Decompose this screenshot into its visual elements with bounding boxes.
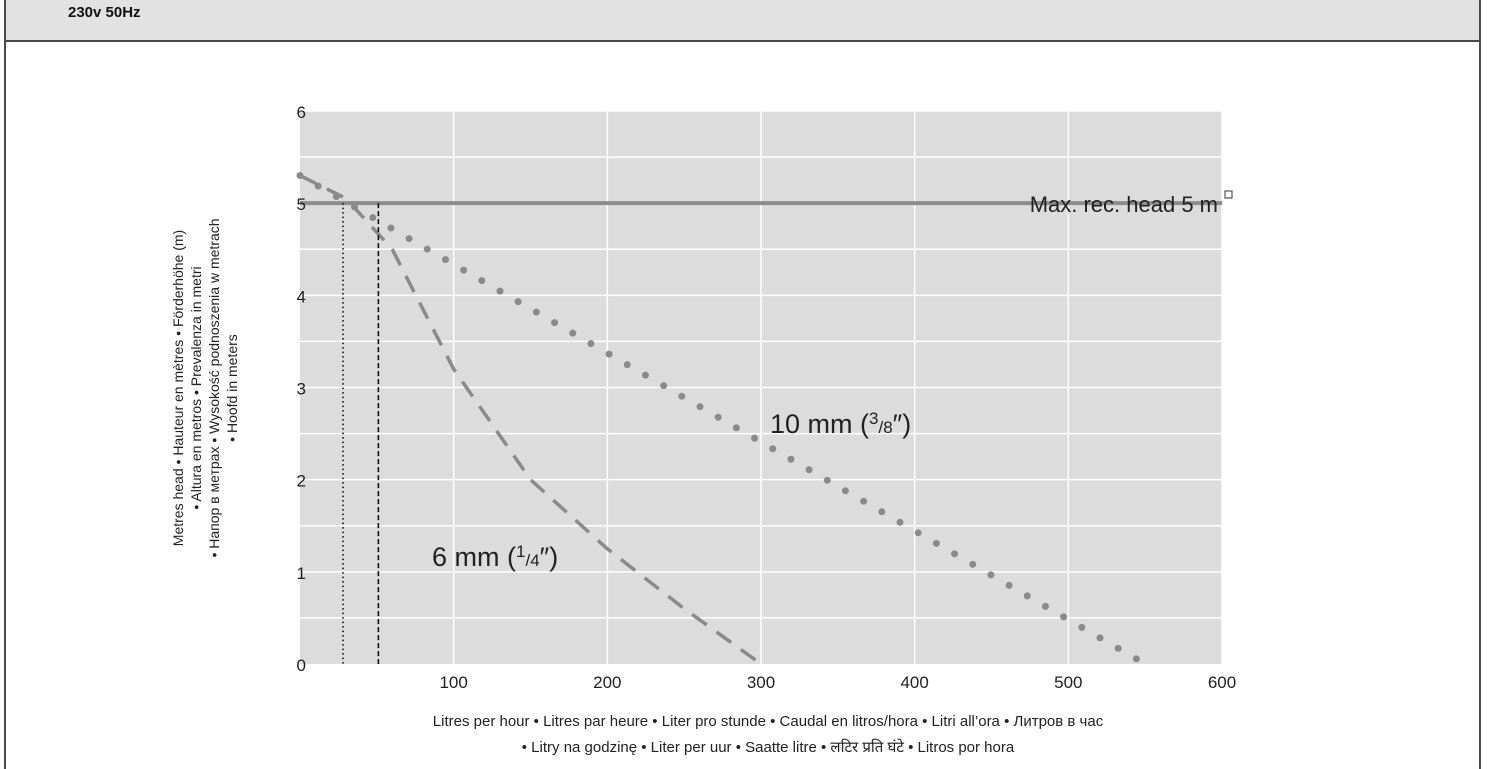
y-tick-labels: 0 1 2 3 4 5 6: [297, 103, 306, 675]
reference-end-marker: [1224, 190, 1233, 199]
frame-left-border: [4, 0, 6, 769]
x-tick-label: 500: [1054, 673, 1082, 692]
series-label: 6 mm (1/4″): [432, 542, 558, 572]
x-tick-label: 600: [1208, 673, 1236, 692]
x-tick-labels: 100 200 300 400 500 600: [439, 673, 1236, 692]
y-tick-label: 5: [297, 195, 306, 214]
y-axis-label-line-1: Metres head • Hauteur en mètres • Förder…: [170, 230, 186, 546]
y-axis-label-line-4: • Hoofd in meters: [224, 334, 240, 442]
x-axis-label-line-1: Litres per hour • Litres par heure • Lit…: [433, 713, 1104, 730]
marker-lines: [342, 203, 380, 664]
spec-label: 230v 50Hz: [68, 4, 141, 21]
y-tick-label: 1: [297, 564, 306, 583]
reference-line-label: Max. rec. head 5 m: [1030, 192, 1218, 217]
series-group: [296, 172, 1149, 668]
series-line-6mm: [299, 173, 763, 666]
y-axis-label: Metres head • Hauteur en mètres • Förder…: [170, 218, 240, 557]
y-tick-label: 2: [297, 472, 306, 491]
y-axis-label-line-3: • Напор в метрах • Wysokość podnoszenia …: [206, 218, 222, 557]
header-bar: 230v 50Hz: [4, 0, 1481, 42]
x-tick-label: 200: [593, 673, 621, 692]
y-tick-label: 3: [297, 380, 306, 399]
x-tick-label: 400: [900, 673, 928, 692]
y-axis-label-line-2: • Altura en metros • Prevalenza in metri: [188, 266, 204, 509]
x-tick-label: 300: [747, 673, 775, 692]
series-labels: 10 mm (3/8″) 6 mm (1/4″): [432, 409, 911, 572]
y-tick-label: 4: [297, 287, 306, 306]
x-tick-label: 100: [439, 673, 467, 692]
y-tick-label: 0: [297, 656, 306, 675]
x-axis-label-line-2: • Litry na godzinę • Liter per uur • Saa…: [522, 738, 1015, 756]
frame-right-border: [1479, 0, 1481, 769]
series-label: 10 mm (3/8″): [770, 409, 911, 439]
y-tick-label: 6: [297, 103, 306, 122]
